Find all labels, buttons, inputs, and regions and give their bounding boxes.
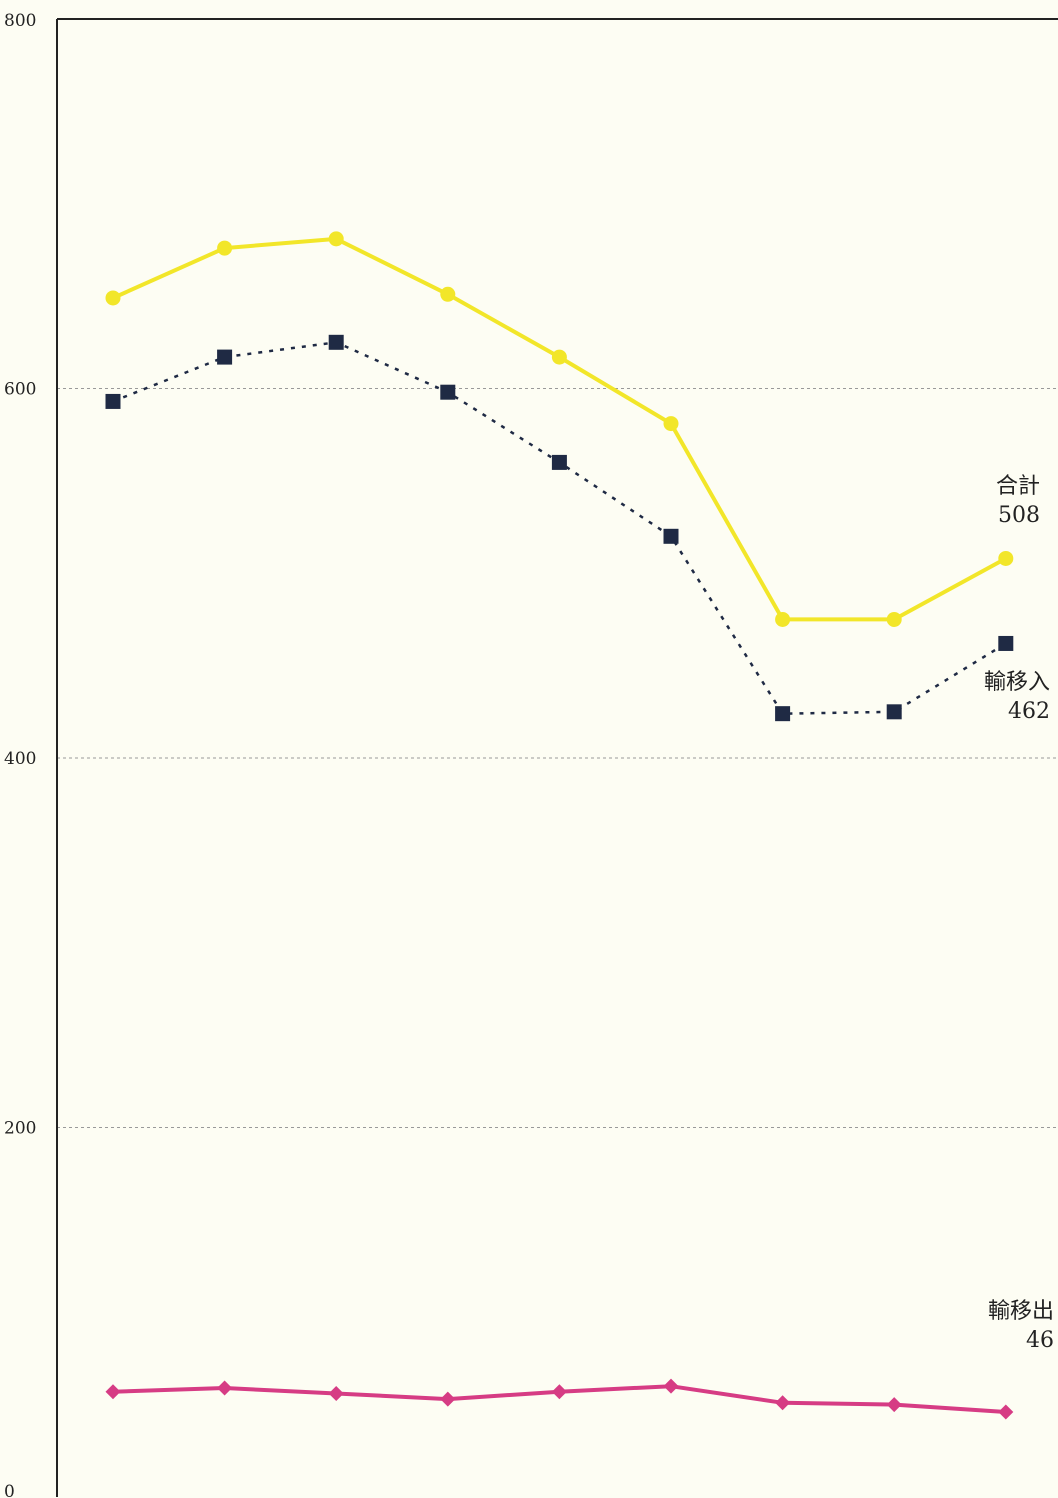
point-輸移出-6 xyxy=(663,1378,679,1394)
point-輸移入-9 xyxy=(998,635,1014,651)
point-輸移出-8 xyxy=(886,1397,902,1413)
point-輸移入-6 xyxy=(663,528,679,544)
end-value-輸移出: 46 xyxy=(1026,1328,1054,1353)
gridlines xyxy=(57,388,1058,1128)
point-合計-4 xyxy=(440,286,456,302)
point-輸移入-1 xyxy=(105,393,121,409)
point-輸移出-5 xyxy=(551,1384,567,1400)
series-layer xyxy=(105,231,1014,1420)
y-tick-600: 600 xyxy=(4,380,36,400)
series-line-合計 xyxy=(112,236,1007,622)
point-合計-7 xyxy=(775,611,791,627)
series-輸移出 xyxy=(105,1378,1014,1420)
point-輸移入-3 xyxy=(328,334,344,350)
y-tick-labels: 0 200 400 600 800 xyxy=(4,11,36,1498)
point-輸移入-2 xyxy=(217,349,233,365)
point-合計-5 xyxy=(551,349,567,365)
series-合計 xyxy=(105,231,1014,627)
point-輸移出-7 xyxy=(775,1395,791,1411)
point-輸移入-4 xyxy=(440,384,456,400)
point-合計-9 xyxy=(998,550,1014,566)
point-輸移出-4 xyxy=(440,1391,456,1407)
y-tick-200: 200 xyxy=(4,1119,36,1139)
point-合計-6 xyxy=(663,416,679,432)
end-value-輸移入: 462 xyxy=(1008,699,1050,724)
y-tick-400: 400 xyxy=(4,749,36,769)
end-value-合計: 508 xyxy=(998,503,1040,528)
point-輸移出-2 xyxy=(217,1380,233,1396)
end-label-輸移入: 輸移入 xyxy=(984,670,1050,695)
series-line-輸移入 xyxy=(112,341,1007,715)
point-合計-2 xyxy=(217,240,233,256)
point-輸移入-5 xyxy=(551,454,567,470)
point-合計-3 xyxy=(328,231,344,247)
point-輸移入-7 xyxy=(775,706,791,722)
y-tick-0: 0 xyxy=(4,1482,15,1498)
series-輸移入 xyxy=(105,334,1014,722)
point-合計-8 xyxy=(886,611,902,627)
point-輸移出-3 xyxy=(328,1386,344,1402)
series-end-labels: 合計 508 輸移入 462 輸移出 46 xyxy=(984,474,1054,1353)
point-輸移入-8 xyxy=(886,704,902,720)
end-label-輸移出: 輸移出 xyxy=(988,1299,1054,1324)
point-合計-1 xyxy=(105,290,121,306)
point-輸移出-1 xyxy=(105,1384,121,1400)
point-輸移出-9 xyxy=(998,1404,1014,1420)
y-tick-800: 800 xyxy=(4,11,36,31)
end-label-合計: 合計 xyxy=(996,474,1040,499)
